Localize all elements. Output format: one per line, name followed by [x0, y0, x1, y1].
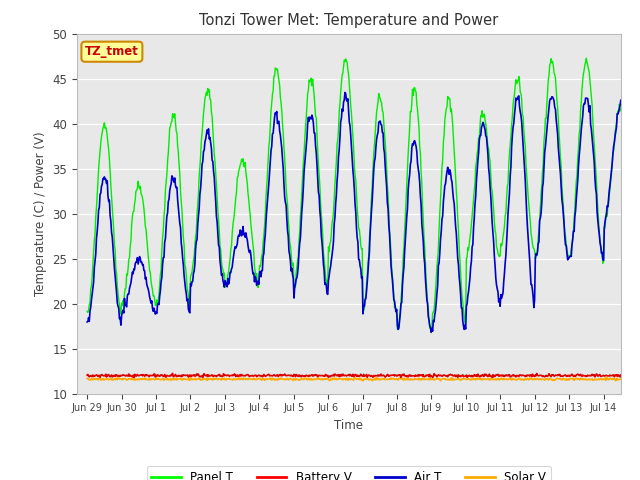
- Battery V: [83, 372, 91, 378]
- Battery V: [481, 373, 488, 379]
- Panel T: [158, 248, 166, 253]
- Air T: [481, 124, 488, 130]
- Air T: [617, 97, 625, 103]
- Air T: [86, 318, 93, 324]
- Panel T: [86, 302, 93, 308]
- Line: Air T: Air T: [87, 93, 621, 332]
- Text: TZ_tmet: TZ_tmet: [85, 45, 139, 58]
- Solar V: [603, 374, 611, 380]
- Panel T: [311, 103, 319, 108]
- Air T: [428, 329, 435, 335]
- Battery V: [312, 372, 320, 378]
- Battery V: [159, 373, 166, 379]
- Y-axis label: Temperature (C) / Power (V): Temperature (C) / Power (V): [34, 132, 47, 296]
- Panel T: [428, 330, 435, 336]
- Battery V: [169, 371, 177, 376]
- Air T: [83, 319, 91, 325]
- Panel T: [617, 107, 625, 112]
- Battery V: [130, 375, 138, 381]
- Panel T: [582, 55, 590, 61]
- Panel T: [467, 229, 474, 235]
- Air T: [311, 130, 319, 136]
- X-axis label: Time: Time: [334, 419, 364, 432]
- Solar V: [83, 375, 91, 381]
- Title: Tonzi Tower Met: Temperature and Power: Tonzi Tower Met: Temperature and Power: [199, 13, 499, 28]
- Panel T: [480, 113, 488, 119]
- Battery V: [333, 372, 340, 378]
- Solar V: [617, 376, 625, 382]
- Legend: Panel T, Battery V, Air T, Solar V: Panel T, Battery V, Air T, Solar V: [147, 466, 551, 480]
- Line: Panel T: Panel T: [87, 58, 621, 333]
- Panel T: [331, 181, 339, 187]
- Solar V: [86, 377, 93, 383]
- Solar V: [331, 377, 339, 383]
- Battery V: [617, 372, 625, 378]
- Line: Battery V: Battery V: [87, 373, 621, 378]
- Air T: [341, 90, 349, 96]
- Battery V: [86, 374, 93, 380]
- Solar V: [158, 376, 166, 382]
- Panel T: [83, 308, 91, 314]
- Line: Solar V: Solar V: [87, 377, 621, 381]
- Battery V: [468, 372, 476, 378]
- Solar V: [311, 376, 319, 382]
- Air T: [158, 275, 166, 280]
- Air T: [468, 258, 476, 264]
- Solar V: [466, 377, 474, 383]
- Solar V: [612, 378, 620, 384]
- Air T: [331, 215, 339, 220]
- Solar V: [479, 376, 487, 382]
